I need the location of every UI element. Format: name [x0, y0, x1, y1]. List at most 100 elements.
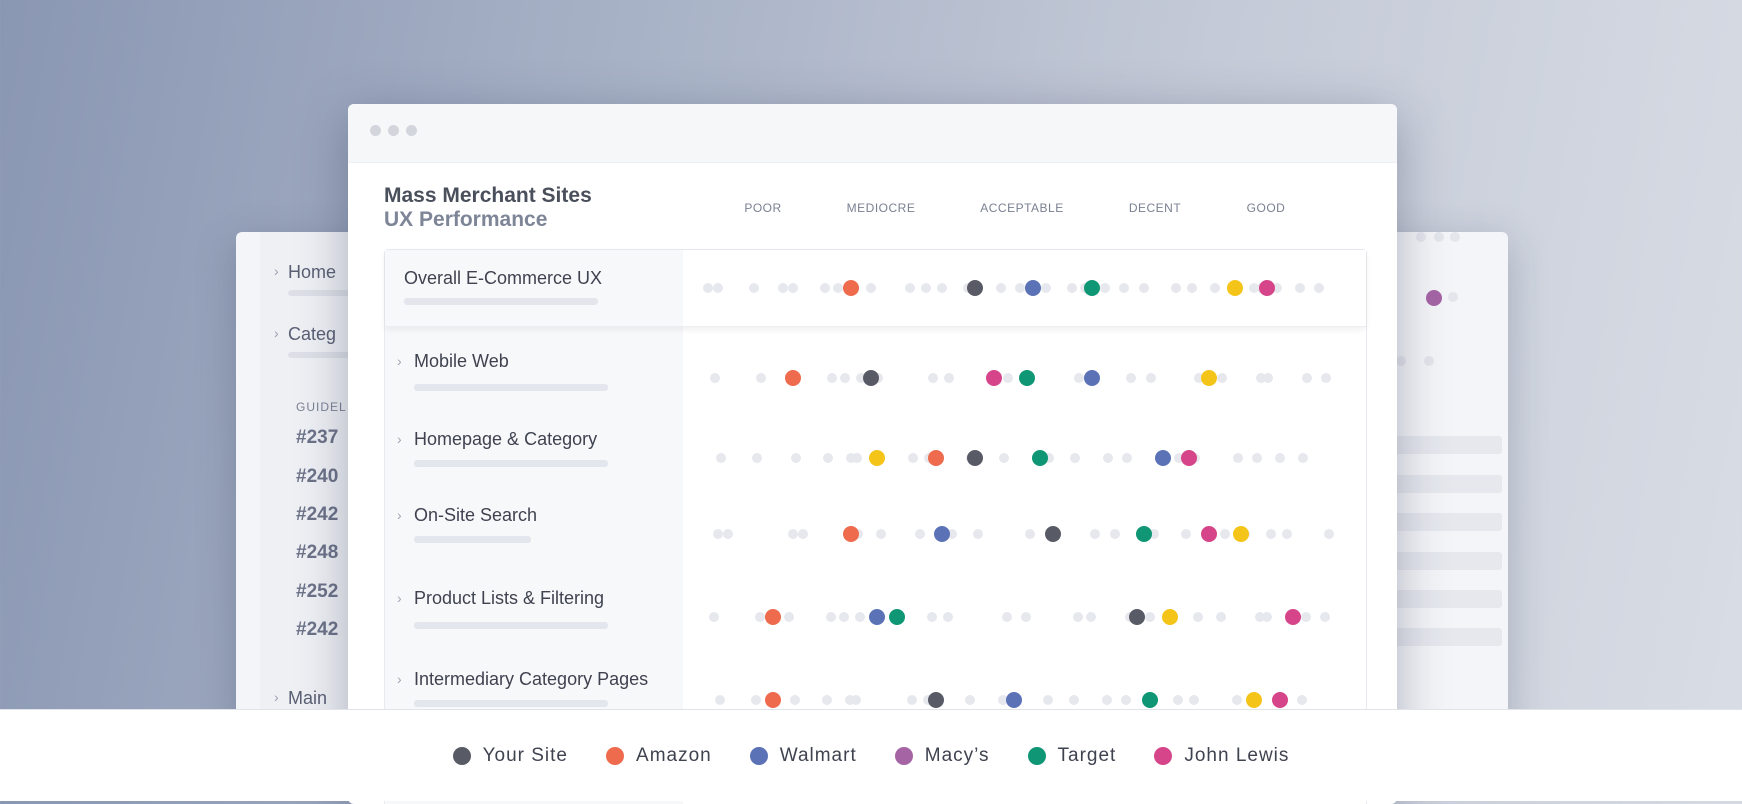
- other-site-dot: [998, 453, 1009, 463]
- other-site-dot: [1187, 283, 1198, 293]
- john-lewis-dot[interactable]: [1285, 609, 1301, 625]
- your-site-dot[interactable]: [1129, 609, 1145, 625]
- amazon-dot[interactable]: [765, 609, 781, 625]
- walmart-dot[interactable]: [1155, 450, 1171, 466]
- table-row[interactable]: › On-Site Search: [385, 483, 1366, 563]
- other-site-dot: [1138, 283, 1149, 293]
- walmart-dot[interactable]: [1083, 370, 1100, 386]
- background-nav-item-main[interactable]: › Main: [274, 688, 327, 709]
- gold-dot[interactable]: [1233, 526, 1249, 542]
- other-site-dot: [1099, 283, 1110, 293]
- your-site-dot[interactable]: [862, 370, 879, 386]
- walmart-dot[interactable]: [934, 526, 950, 542]
- guideline-code[interactable]: #242: [296, 619, 339, 640]
- legend-item-target[interactable]: Target: [1027, 745, 1117, 767]
- amazon-dot[interactable]: [927, 450, 944, 466]
- walmart-dot[interactable]: [1025, 280, 1041, 296]
- table-row[interactable]: › Intermediary Category Pages: [385, 645, 1366, 727]
- your-site-dot[interactable]: [1044, 526, 1061, 542]
- target-dot[interactable]: [1142, 692, 1158, 708]
- legend-dot: [1027, 746, 1046, 765]
- other-site-dot: [1320, 612, 1330, 622]
- amazon-dot[interactable]: [843, 280, 859, 296]
- other-site-dot: [865, 283, 876, 293]
- target-dot[interactable]: [1018, 370, 1035, 386]
- other-site-dot: [709, 612, 719, 622]
- your-site-dot[interactable]: [966, 280, 983, 296]
- guideline-code[interactable]: #237: [296, 427, 339, 448]
- other-site-dot: [787, 529, 798, 539]
- other-site-dot: [947, 529, 957, 539]
- chevron-right-icon[interactable]: ›: [397, 353, 402, 369]
- row-score-bar: [414, 536, 531, 543]
- other-site-dot: [1301, 373, 1312, 383]
- your-site-dot[interactable]: [927, 692, 944, 708]
- legend-item-amazon[interactable]: Amazon: [606, 745, 712, 767]
- other-site-dot: [1109, 529, 1120, 539]
- chevron-right-icon[interactable]: ›: [397, 590, 402, 606]
- other-site-dot: [823, 453, 833, 463]
- chevron-right-icon[interactable]: ›: [397, 431, 402, 447]
- walmart-dot[interactable]: [1005, 692, 1022, 708]
- scale-label-acceptable: ACCEPTABLE: [980, 201, 1064, 215]
- john-lewis-dot[interactable]: [1181, 450, 1197, 466]
- other-site-dot: [1256, 373, 1266, 383]
- legend-item-walmart[interactable]: Walmart: [749, 745, 857, 767]
- john-lewis-dot[interactable]: [1200, 526, 1217, 542]
- table-row[interactable]: › Homepage & Category: [385, 407, 1366, 483]
- background-nav-label: Categ: [288, 324, 337, 344]
- guideline-code[interactable]: #248: [296, 542, 339, 563]
- other-site-dot: [1069, 695, 1079, 705]
- gold-dot[interactable]: [1200, 370, 1217, 386]
- window-minimize-dot[interactable]: [388, 125, 399, 136]
- other-site-dot: [1121, 695, 1131, 705]
- window-maximize-dot[interactable]: [406, 125, 417, 136]
- target-dot[interactable]: [1135, 526, 1152, 542]
- other-site-dot: [820, 283, 830, 293]
- other-site-dot: [751, 453, 762, 463]
- gold-dot[interactable]: [1246, 692, 1262, 708]
- target-dot[interactable]: [1031, 450, 1048, 466]
- chevron-right-icon[interactable]: ›: [397, 671, 402, 687]
- gold-dot[interactable]: [1161, 609, 1178, 625]
- other-site-dot: [920, 283, 931, 293]
- your-site-dot[interactable]: [966, 450, 983, 466]
- chevron-right-icon[interactable]: ›: [397, 507, 402, 523]
- main-window: Mass Merchant Sites UX Performance POOR …: [348, 104, 1397, 804]
- john-lewis-dot[interactable]: [1272, 692, 1288, 708]
- other-site-dot: [1074, 373, 1084, 383]
- guideline-code[interactable]: #242: [296, 504, 339, 525]
- legend-item-john-lewis[interactable]: John Lewis: [1154, 745, 1289, 767]
- other-site-dot: [1073, 612, 1083, 622]
- gold-dot[interactable]: [869, 450, 885, 466]
- legend-item-macys[interactable]: Macy’s: [894, 745, 990, 767]
- amazon-dot[interactable]: [765, 692, 781, 708]
- background-nav-item-category[interactable]: › Categ: [274, 324, 337, 345]
- walmart-dot[interactable]: [869, 609, 885, 625]
- gold-dot[interactable]: [1226, 280, 1243, 296]
- guideline-code[interactable]: #240: [296, 466, 339, 487]
- other-site-dot: [1217, 373, 1227, 383]
- target-dot[interactable]: [1083, 280, 1100, 296]
- john-lewis-dot[interactable]: [986, 370, 1002, 386]
- background-nav-item-home[interactable]: › Home: [274, 262, 336, 283]
- other-site-dot: [914, 529, 925, 539]
- amazon-dot[interactable]: [843, 526, 859, 542]
- amazon-dot[interactable]: [784, 370, 801, 386]
- other-site-dot: [722, 529, 733, 539]
- table-row[interactable]: › Mobile Web: [385, 327, 1366, 407]
- john-lewis-dot[interactable]: [1259, 280, 1275, 296]
- target-dot[interactable]: [888, 609, 905, 625]
- other-site-dot: [1321, 373, 1331, 383]
- other-site-dot: [1216, 612, 1226, 622]
- guideline-code[interactable]: #252: [296, 581, 339, 602]
- table-row[interactable]: › Product Lists & Filtering: [385, 563, 1366, 645]
- other-site-dot: [1021, 612, 1031, 622]
- other-site-dot: [944, 373, 954, 383]
- legend-item-your-site[interactable]: Your Site: [452, 745, 568, 767]
- other-site-dot: [904, 283, 915, 293]
- other-site-dot: [1171, 283, 1181, 293]
- placeholder-bar: [1382, 590, 1502, 608]
- window-close-dot[interactable]: [370, 125, 381, 136]
- background-grey-dot: [1450, 232, 1460, 242]
